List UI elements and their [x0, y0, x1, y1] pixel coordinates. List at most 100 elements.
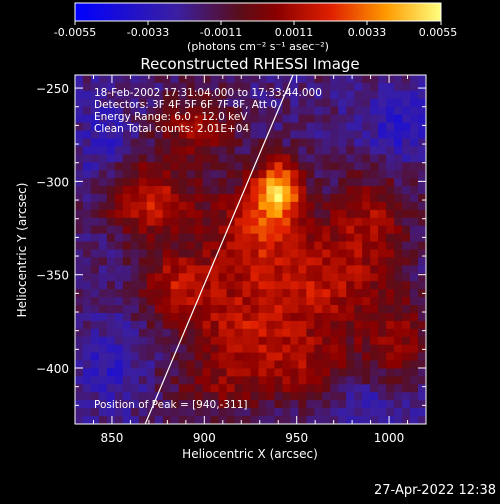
heatmap-pixel: [258, 154, 268, 163]
heatmap-pixel: [138, 352, 148, 362]
heatmap-pixel: [330, 90, 339, 100]
heatmap-pixel: [226, 408, 236, 417]
heatmap-pixel: [314, 392, 323, 401]
heatmap-pixel: [218, 320, 228, 330]
heatmap-pixel: [394, 241, 403, 251]
x-tick-label: 900: [193, 431, 216, 445]
heatmap-pixel: [410, 170, 419, 179]
heatmap-pixel: [194, 114, 204, 124]
heatmap-pixel: [82, 297, 92, 306]
heatmap-pixel: [266, 241, 276, 251]
heatmap-pixel: [370, 106, 379, 116]
heatmap-pixel: [202, 98, 212, 108]
heatmap-pixel: [98, 281, 108, 290]
heatmap-pixel: [82, 90, 92, 100]
heatmap-pixel: [402, 241, 411, 251]
heatmap-pixel: [314, 416, 323, 424]
heatmap-pixel: [274, 376, 284, 385]
heatmap-pixel: [370, 376, 379, 385]
heatmap-pixel: [378, 90, 387, 100]
heatmap-pixel: [282, 186, 291, 195]
heatmap-pixel: [250, 201, 260, 211]
heatmap-pixel: [194, 186, 204, 195]
heatmap-pixel: [338, 106, 347, 116]
heatmap-pixel: [354, 233, 363, 243]
heatmap-pixel: [218, 344, 228, 354]
heatmap-pixel: [250, 241, 260, 251]
heatmap-pixel: [210, 217, 220, 227]
heatmap-pixel: [322, 320, 331, 330]
heatmap-pixel: [234, 170, 244, 179]
heatmap-pixel: [330, 312, 339, 322]
heatmap-pixel: [378, 106, 387, 116]
heatmap-pixel: [82, 178, 92, 187]
heatmap-pixel: [178, 106, 188, 116]
heatmap-pixel: [234, 265, 244, 274]
heatmap-pixel: [154, 305, 164, 314]
heatmap-pixel: [410, 193, 419, 203]
heatmap-pixel: [402, 122, 411, 132]
heatmap-pixel: [330, 241, 339, 251]
heatmap-pixel: [418, 241, 426, 251]
heatmap-pixel: [138, 265, 148, 274]
heatmap-pixel: [370, 233, 379, 243]
heatmap-pixel: [106, 352, 116, 362]
heatmap-pixel: [154, 170, 164, 179]
heatmap-pixel: [346, 257, 355, 266]
heatmap-pixel: [266, 400, 276, 409]
heatmap-pixel: [90, 360, 100, 370]
heatmap-pixel: [330, 106, 339, 116]
heatmap-pixel: [106, 170, 116, 179]
heatmap-pixel: [362, 178, 371, 187]
x-axis-label: Heliocentric X (arcsec): [182, 447, 318, 461]
heatmap-pixel: [146, 320, 156, 330]
heatmap-pixel: [266, 360, 276, 370]
heatmap-pixel: [170, 114, 180, 124]
heatmap-pixel: [202, 312, 212, 322]
heatmap-pixel: [186, 98, 196, 108]
heatmap-pixel: [306, 249, 315, 259]
heatmap-pixel: [290, 312, 299, 322]
heatmap-pixel: [114, 178, 124, 187]
heatmap-pixel: [90, 225, 100, 235]
heatmap-pixel: [290, 130, 299, 140]
heatmap-pixel: [394, 352, 403, 362]
heatmap-pixel: [290, 273, 299, 282]
heatmap-pixel: [322, 98, 331, 108]
heatmap-pixel: [354, 122, 363, 132]
heatmap-pixel: [322, 376, 331, 385]
heatmap-pixel: [146, 328, 156, 338]
heatmap-pixel: [154, 328, 164, 338]
heatmap-pixel: [218, 249, 228, 259]
heatmap-pixel: [170, 130, 180, 140]
heatmap-pixel: [370, 154, 379, 163]
heatmap-pixel: [354, 376, 363, 385]
heatmap-pixel: [170, 233, 180, 243]
heatmap-pixel: [202, 297, 212, 306]
heatmap-pixel: [258, 193, 268, 203]
heatmap-pixel: [106, 312, 116, 322]
heatmap-pixel: [242, 114, 252, 124]
heatmap-pixel: [202, 90, 212, 100]
heatmap-pixel: [234, 90, 244, 100]
heatmap-pixel: [330, 416, 339, 424]
heatmap-pixel: [402, 82, 411, 92]
heatmap-pixel: [402, 289, 411, 298]
heatmap-pixel: [290, 265, 299, 274]
heatmap-pixel: [178, 352, 188, 362]
heatmap-pixel: [194, 257, 204, 266]
heatmap-pixel: [322, 273, 331, 282]
heatmap-pixel: [170, 82, 180, 92]
heatmap-pixel: [290, 162, 299, 171]
heatmap-pixel: [186, 217, 196, 227]
heatmap-pixel: [75, 225, 84, 235]
heatmap-pixel: [114, 122, 124, 132]
heatmap-pixel: [266, 376, 276, 385]
heatmap-pixel: [98, 416, 108, 424]
colorbar-ticks: [74, 21, 442, 25]
heatmap-pixel: [218, 328, 228, 338]
heatmap-pixel: [138, 320, 148, 330]
heatmap-pixel: [410, 154, 419, 163]
heatmap-pixel: [266, 368, 276, 378]
heatmap-pixel: [138, 98, 148, 108]
